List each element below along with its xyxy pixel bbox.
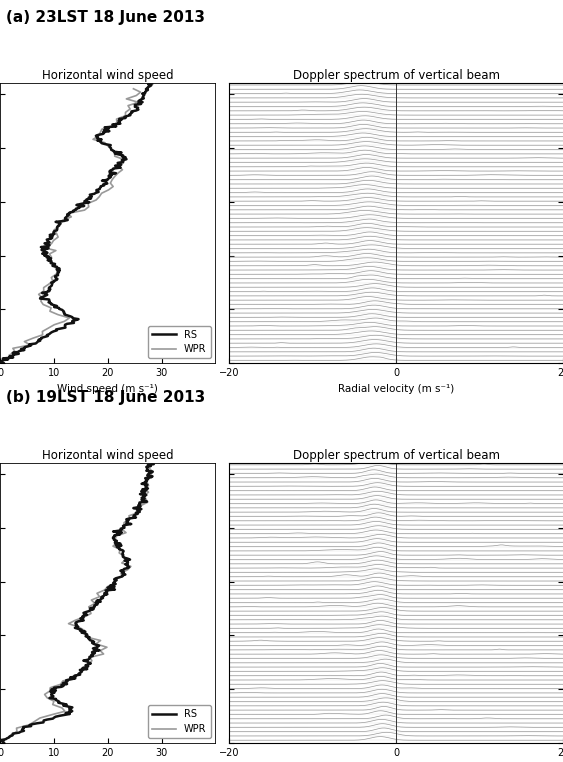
WPR (119, 572, 126, 581)
RS (115, 573, 122, 582)
Legend: RS, WPR: RS, WPR (148, 325, 211, 358)
RS (149, 78, 155, 88)
WPR (7, 730, 14, 739)
Title: Horizontal wind speed: Horizontal wind speed (42, 69, 173, 82)
RS (135, 503, 141, 512)
WPR (55, 232, 61, 242)
Title: Doppler spectrum of vertical beam: Doppler spectrum of vertical beam (293, 449, 499, 462)
WPR (98, 189, 105, 198)
WPR (118, 559, 125, 568)
Line: RS: RS (0, 83, 152, 363)
WPR (130, 84, 137, 93)
RS (135, 105, 142, 114)
WPR (113, 114, 120, 123)
RS (0, 738, 6, 747)
WPR (115, 168, 122, 178)
RS (88, 192, 95, 201)
Title: Doppler spectrum of vertical beam: Doppler spectrum of vertical beam (293, 69, 499, 82)
Line: WPR: WPR (10, 88, 141, 355)
RS (85, 193, 92, 202)
RS (95, 187, 102, 197)
RS (149, 459, 156, 468)
WPR (96, 192, 102, 201)
WPR (146, 464, 153, 473)
WPR (116, 549, 123, 558)
RS (0, 359, 7, 368)
Text: (a) 23LST 18 June 2013: (a) 23LST 18 June 2013 (6, 10, 204, 25)
X-axis label: Wind speed (m s⁻¹): Wind speed (m s⁻¹) (57, 383, 158, 393)
RS (1, 738, 7, 748)
RS (0, 357, 3, 367)
WPR (6, 351, 13, 360)
RS (120, 567, 127, 576)
WPR (118, 568, 124, 578)
Legend: RS, WPR: RS, WPR (148, 706, 211, 738)
Text: (b) 19LST 18 June 2013: (b) 19LST 18 June 2013 (6, 390, 205, 405)
WPR (81, 613, 88, 622)
WPR (107, 178, 114, 187)
Line: RS: RS (1, 463, 154, 743)
WPR (142, 495, 149, 504)
RS (139, 485, 146, 494)
RS (101, 123, 108, 132)
RS (119, 572, 126, 581)
X-axis label: Radial velocity (m s⁻¹): Radial velocity (m s⁻¹) (338, 383, 454, 393)
Title: Horizontal wind speed: Horizontal wind speed (42, 449, 173, 462)
Line: WPR: WPR (11, 469, 153, 735)
